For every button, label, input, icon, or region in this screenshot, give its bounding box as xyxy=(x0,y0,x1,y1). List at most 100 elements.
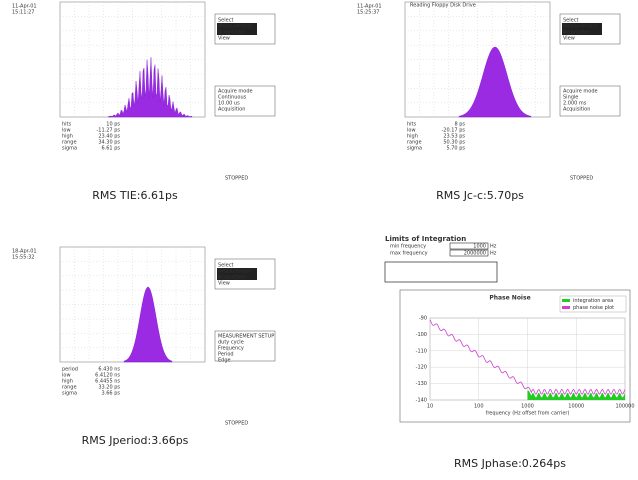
stat-value: 10 ps xyxy=(106,122,120,128)
y-tick-label: -90 xyxy=(419,316,427,322)
results-table xyxy=(384,261,498,283)
header: 11-Apr-01 xyxy=(357,4,382,10)
y-tick-label: -110 xyxy=(416,348,427,354)
legend-label: integration area xyxy=(573,298,613,304)
acq-box xyxy=(559,85,621,117)
legend xyxy=(559,295,627,313)
acq-item: MEASUREMENT SETUP xyxy=(218,334,274,340)
menu-item: Measurement xyxy=(218,269,252,275)
stat-label: range xyxy=(62,385,77,391)
legend-swatch xyxy=(562,306,570,309)
header: 18-Apr-01 xyxy=(12,249,37,255)
caption: RMS Jphase:0.264ps xyxy=(454,457,566,470)
menu-item: Acquisition xyxy=(563,30,590,36)
status: STOPPED xyxy=(225,176,248,182)
acq-item: Frequency xyxy=(218,346,244,352)
acq-item: duty cycle xyxy=(218,340,244,346)
limits-title: Limits of Integration xyxy=(385,235,466,243)
stat-value: 6.430 ns xyxy=(98,367,120,373)
acq-item: 2.000 ms xyxy=(563,101,587,107)
acq-item: Acquire mode xyxy=(563,89,598,95)
menu-highlight xyxy=(562,23,602,29)
caption: RMS Jc-c:5.70ps xyxy=(436,189,524,202)
stat-value: 8 ps xyxy=(454,122,465,128)
menu-item: Acquisition xyxy=(218,30,245,36)
input xyxy=(449,242,489,250)
y-tick-label: -120 xyxy=(416,365,427,371)
legend-label: phase noise plot xyxy=(573,305,614,311)
x-tick-label: 100000 xyxy=(615,404,634,410)
stat-label: sigma xyxy=(407,146,422,152)
max-label: max frequency xyxy=(390,251,428,257)
stat-value: 6.4120 ns xyxy=(95,373,120,379)
pn-title: Phase Noise xyxy=(489,295,530,302)
status: STOPPED xyxy=(225,421,248,427)
acq-item: Acquisition xyxy=(218,107,245,113)
acq-item: Acquisition xyxy=(563,107,590,113)
title: Reading Floppy Disk Drive xyxy=(410,3,476,9)
max-value: 2000000 xyxy=(464,251,486,257)
stat-label: range xyxy=(62,140,77,146)
histogram xyxy=(123,286,173,363)
stat-label: high xyxy=(62,134,73,140)
input xyxy=(449,249,489,257)
stat-label: sigma xyxy=(62,146,77,152)
x-axis-label: frequency (Hz offset from carrier) xyxy=(486,411,570,417)
stat-label: high xyxy=(407,134,418,140)
menu-highlight xyxy=(217,274,257,280)
stat-value: 3.66 ps xyxy=(101,391,120,397)
stat-value: -11.27 ps xyxy=(97,128,121,134)
stat-value: 33.20 ps xyxy=(98,385,120,391)
status: STOPPED xyxy=(570,176,593,182)
acq-item: Continuous xyxy=(218,95,247,101)
stat-value: 23.53 ps xyxy=(443,134,465,140)
acq-box xyxy=(214,85,276,117)
stat-value: 34.30 ps xyxy=(98,140,120,146)
legend-swatch xyxy=(562,299,570,302)
stat-value: 5.70 ps xyxy=(446,146,465,152)
x-tick-label: 10000 xyxy=(568,404,584,410)
caption: RMS TIE:6.61ps xyxy=(92,189,178,202)
y-tick-label: -130 xyxy=(416,381,427,387)
menu-item: View xyxy=(563,36,575,42)
stat-label: low xyxy=(62,128,71,134)
menu-item: View xyxy=(218,281,230,287)
menu-item: Select xyxy=(218,18,233,24)
histogram xyxy=(458,46,532,118)
menu-highlight xyxy=(217,23,257,29)
acq-box xyxy=(214,330,276,362)
menu-item: Acquisition xyxy=(218,275,245,281)
x-tick-label: 1000 xyxy=(521,404,534,410)
stat-label: period xyxy=(62,367,78,373)
stat-value: 6.4455 ns xyxy=(95,379,120,385)
header: 15:11:27 xyxy=(12,10,34,16)
phase-noise-line xyxy=(429,319,626,395)
menu-item: View xyxy=(218,36,230,42)
unit: Hz xyxy=(490,251,497,257)
stat-label: hits xyxy=(62,122,72,128)
stat-label: range xyxy=(407,140,422,146)
x-tick-label: 100 xyxy=(474,404,484,410)
unit: Hz xyxy=(490,244,497,250)
menu-highlight xyxy=(562,29,602,35)
stat-value: -20.17 ps xyxy=(442,128,466,134)
integration-area xyxy=(527,390,625,400)
menu-highlight xyxy=(217,268,257,274)
menu-item: Select xyxy=(218,263,233,269)
caption: RMS Jperiod:3.66ps xyxy=(82,434,189,447)
stat-label: low xyxy=(62,373,71,379)
menu-item: Select xyxy=(563,18,578,24)
min-label: min frequency xyxy=(390,244,426,250)
y-tick-label: -140 xyxy=(416,398,427,404)
header: 15:25:37 xyxy=(357,10,379,16)
header: 15:55:32 xyxy=(12,255,34,261)
acq-item: Edge xyxy=(218,358,231,364)
y-tick-label: -100 xyxy=(416,332,427,338)
stat-label: low xyxy=(407,128,416,134)
acq-item: Single xyxy=(563,95,578,101)
menu-item: Measurement xyxy=(218,24,252,30)
menu-highlight xyxy=(217,29,257,35)
acq-item: Period xyxy=(218,352,234,358)
header: 11-Apr-01 xyxy=(12,4,37,10)
